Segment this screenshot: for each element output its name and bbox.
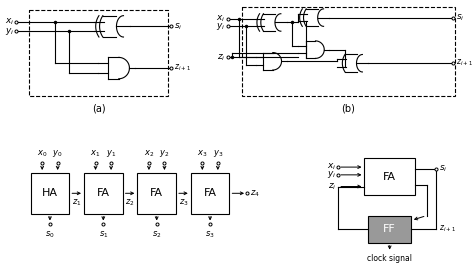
Bar	[84, 173, 123, 214]
Text: $y_3$: $y_3$	[213, 148, 223, 159]
Text: FA: FA	[150, 188, 163, 198]
Text: $z_i$: $z_i$	[217, 52, 226, 63]
Text: $y_i$: $y_i$	[5, 25, 14, 36]
Bar	[30, 173, 69, 214]
Text: FA: FA	[97, 188, 110, 198]
Text: $y_i$: $y_i$	[327, 169, 336, 180]
Text: $z_i$: $z_i$	[328, 181, 336, 192]
Text: (a): (a)	[91, 103, 105, 113]
Text: FF: FF	[383, 224, 396, 234]
Text: $s_2$: $s_2$	[152, 229, 162, 240]
Text: $z_{i+1}$: $z_{i+1}$	[456, 58, 473, 68]
Text: $x_0$: $x_0$	[37, 149, 47, 159]
Text: $x_i$: $x_i$	[5, 16, 14, 27]
Text: $y_0$: $y_0$	[53, 148, 63, 159]
Text: $s_3$: $s_3$	[205, 229, 215, 240]
Text: clock signal: clock signal	[367, 255, 412, 264]
Text: $z_3$: $z_3$	[179, 197, 188, 208]
Text: $s_1$: $s_1$	[99, 229, 108, 240]
Text: $y_2$: $y_2$	[159, 148, 170, 159]
Text: $s_i$: $s_i$	[174, 21, 182, 32]
Bar	[137, 173, 176, 214]
Text: $y_1$: $y_1$	[106, 148, 116, 159]
Text: FA: FA	[204, 188, 217, 198]
Text: $s_i$: $s_i$	[439, 164, 447, 174]
Bar	[191, 173, 229, 214]
Text: $x_i$: $x_i$	[216, 13, 226, 24]
Text: $z_1$: $z_1$	[72, 197, 82, 208]
Text: $s_0$: $s_0$	[45, 229, 55, 240]
Text: FA: FA	[383, 172, 396, 182]
Text: $x_3$: $x_3$	[197, 149, 208, 159]
Text: $z_4$: $z_4$	[250, 188, 260, 199]
Text: $x_1$: $x_1$	[91, 149, 100, 159]
Text: $x_2$: $x_2$	[144, 149, 154, 159]
Text: HA: HA	[42, 188, 58, 198]
Text: $z_2$: $z_2$	[125, 197, 135, 208]
Bar	[368, 216, 411, 243]
Bar	[365, 158, 415, 195]
Text: $z_{i+1}$: $z_{i+1}$	[174, 63, 191, 73]
Text: $y_i$: $y_i$	[216, 21, 226, 32]
Text: $z_{i+1}$: $z_{i+1}$	[439, 224, 456, 235]
Text: $s_i$: $s_i$	[456, 12, 464, 23]
Text: (b): (b)	[341, 103, 356, 113]
Text: $x_i$: $x_i$	[327, 162, 336, 172]
